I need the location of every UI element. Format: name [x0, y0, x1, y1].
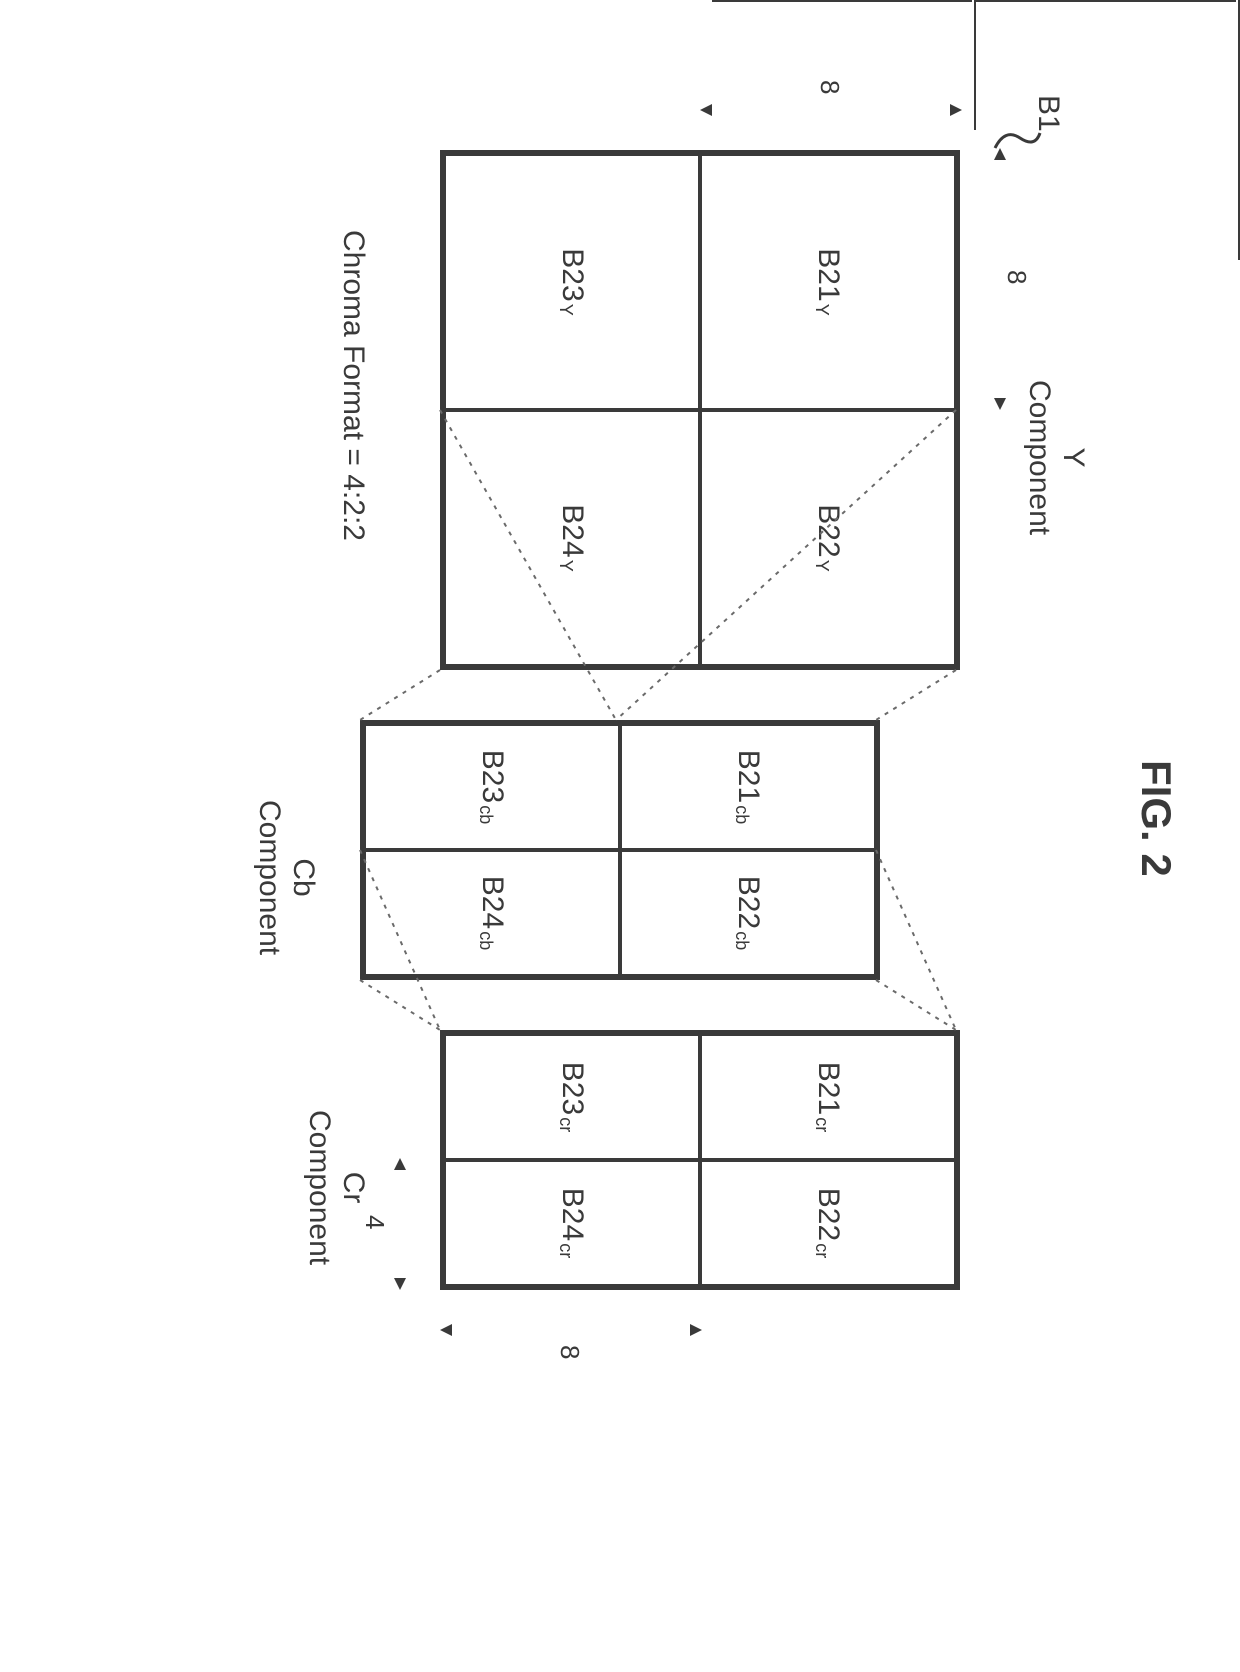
cr-cell-b21: B21cr — [700, 1034, 956, 1160]
cr-dim-right-value: 8 — [554, 1345, 585, 1359]
y-component-grid: B21Y B22Y B23Y B24Y — [440, 150, 960, 670]
y-cell-b21: B21Y — [700, 154, 956, 410]
arrow-up-icon — [690, 1324, 702, 1336]
cr-title-line2: Component — [303, 1110, 336, 1265]
arrow-down-icon — [440, 1324, 452, 1336]
cb-component-title: Cb Component — [252, 800, 320, 955]
y-title-line2: Component — [1023, 380, 1056, 535]
diagram-canvas: FIG. 2 B1 Y Component 8 8 B21Y B22Y B23Y… — [0, 0, 1240, 1672]
cb-cell-b24: B24cb — [364, 850, 620, 976]
figure-title: FIG. 2 — [1132, 760, 1180, 877]
arrow-left-icon — [394, 1158, 406, 1170]
cb-cell-b22: B22cb — [620, 850, 876, 976]
y-dim-left-value: 8 — [814, 80, 845, 94]
cr-component-title: Cr Component — [302, 1110, 370, 1265]
cr-dim-bottom-value: 4 — [359, 1215, 390, 1229]
y-cell-b23: B23Y — [444, 154, 700, 410]
cb-cell-b21: B21cb — [620, 724, 876, 850]
b1-label: B1 — [1031, 95, 1065, 132]
y-component-title: Y Component — [1022, 380, 1090, 535]
y-cell-b22: B22Y — [700, 410, 956, 666]
cr-component-grid: B21cr B22cr B23cr B24cr — [440, 1030, 960, 1290]
cr-dim-right-line — [712, 0, 972, 4]
cr-cell-b22: B22cr — [700, 1160, 956, 1286]
cb-title-line2: Component — [253, 800, 286, 955]
y-dim-left-line — [976, 0, 1236, 4]
y-dim-top-line — [1236, 0, 1240, 260]
arrow-right-icon — [394, 1278, 406, 1290]
y-title-line1: Y — [1057, 448, 1090, 468]
cr-dim-bottom-line — [972, 0, 976, 130]
arrow-left-icon — [994, 148, 1006, 160]
chroma-format-label: Chroma Format = 4:2:2 — [336, 230, 370, 541]
cb-cell-b23: B23cb — [364, 724, 620, 850]
arrow-up-icon — [950, 104, 962, 116]
y-cell-b24: B24Y — [444, 410, 700, 666]
cr-title-line1: Cr — [337, 1172, 370, 1204]
cb-title-line1: Cb — [287, 858, 320, 896]
y-dim-top-value: 8 — [1001, 270, 1032, 284]
cr-cell-b23: B23cr — [444, 1034, 700, 1160]
cb-component-grid: B21cb B22cb B23cb B24cb — [360, 720, 880, 980]
cr-cell-b24: B24cr — [444, 1160, 700, 1286]
arrow-right-icon — [994, 398, 1006, 410]
arrow-down-icon — [700, 104, 712, 116]
